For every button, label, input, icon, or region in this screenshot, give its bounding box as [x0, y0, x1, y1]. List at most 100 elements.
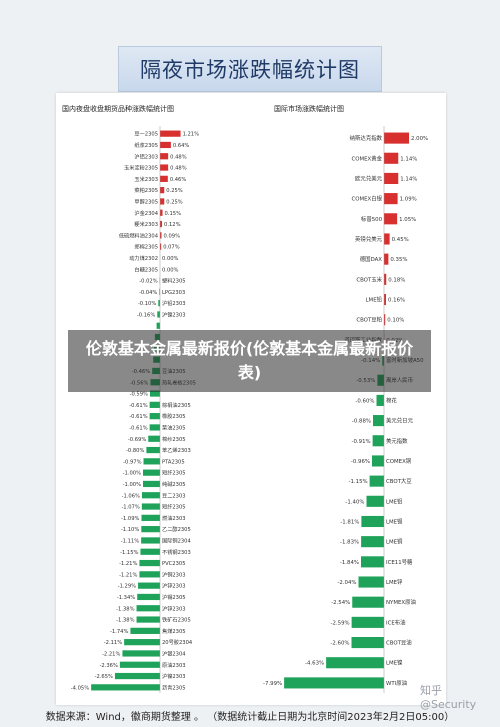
value-label-domestic-46: -2.21%	[102, 651, 120, 657]
bar-international-2	[384, 172, 399, 184]
value-label-international-21: -1.84%	[340, 560, 359, 566]
value-label-international-18: -1.40%	[345, 499, 364, 505]
value-label-international-20: -1.83%	[340, 540, 359, 546]
value-label-international-24: -2.59%	[331, 620, 350, 626]
category-label-domestic-4: 玉米2303	[134, 175, 158, 183]
bar-domestic-4	[160, 175, 168, 182]
value-label-international-8: 0.16%	[388, 298, 405, 304]
value-label-domestic-27: -0.69%	[128, 437, 146, 443]
value-label-domestic-12: 0.00%	[162, 267, 179, 273]
chart-title-domestic: 国内夜盘收盘期货品种涨跌幅统计图	[62, 104, 174, 113]
category-label-domestic-35: 乙二醇2305	[162, 525, 191, 533]
bar-international-17	[369, 475, 384, 487]
source-footer: 数据来源：Wind，徽商期货整理 。 （数据统计截止日期为北京时间2023年2月…	[45, 712, 455, 723]
bar-domestic-46	[122, 650, 160, 657]
value-label-domestic-6: 0.25%	[166, 199, 183, 205]
category-label-domestic-6: 甲醇2305	[134, 197, 158, 205]
category-label-domestic-32: 豆二2303	[162, 492, 186, 499]
bar-domestic-49	[91, 684, 160, 691]
category-label-international-1: COMEX黄金	[351, 154, 382, 162]
bar-international-5	[384, 233, 390, 245]
bar-international-23	[352, 596, 384, 608]
bar-international-15	[372, 435, 384, 447]
value-label-domestic-40: -1.29%	[118, 584, 136, 590]
category-label-international-23: NYMEX原油	[386, 598, 416, 606]
value-label-international-27: -7.99%	[263, 681, 282, 687]
value-label-international-0: 2.00%	[411, 136, 428, 142]
category-label-international-0: 纳斯达克指数	[350, 134, 383, 142]
category-label-international-26: LME镍	[386, 659, 403, 667]
bar-domestic-35	[141, 526, 160, 533]
value-label-domestic-31: -1.00%	[123, 482, 141, 488]
bar-domestic-9	[160, 232, 162, 239]
category-label-domestic-40: 沪锌2303	[162, 582, 186, 590]
value-label-international-16: -0.96%	[351, 459, 370, 465]
value-label-domestic-26: -0.61%	[129, 425, 147, 431]
value-label-domestic-5: 0.25%	[166, 188, 183, 194]
value-label-domestic-41: -1.34%	[117, 595, 135, 601]
value-label-domestic-48: -2.65%	[95, 674, 113, 680]
value-label-international-4: 1.05%	[399, 217, 416, 223]
category-label-international-9: CBOT豆粕	[356, 316, 382, 324]
bar-domestic-48	[114, 672, 160, 680]
watermark: 知乎 @Security	[420, 684, 477, 711]
bar-domestic-32	[141, 492, 160, 499]
category-label-international-4: 标普500	[361, 215, 383, 223]
category-label-domestic-28: 苯乙烯2303	[162, 446, 191, 454]
category-label-international-15: 美元指数	[386, 437, 408, 445]
category-label-domestic-30: 短纤2305	[162, 469, 186, 477]
bar-domestic-2	[160, 153, 169, 160]
overlay-title: 伦敦基本金属最新报价(伦敦基本金属最新报价表)	[85, 339, 414, 382]
category-label-domestic-11: 动力煤2302	[129, 254, 158, 262]
value-label-domestic-39: -1.21%	[119, 572, 137, 578]
category-label-domestic-24: 棕榈油2305	[162, 401, 191, 409]
bar-domestic-31	[143, 480, 160, 488]
bar-domestic-16	[157, 311, 160, 318]
value-label-domestic-34: -1.09%	[121, 516, 139, 522]
category-label-domestic-44: 焦煤2305	[162, 627, 186, 635]
value-label-domestic-0: 1.21%	[183, 132, 200, 138]
category-label-international-8: LME铅	[366, 296, 383, 304]
bar-domestic-36	[141, 537, 160, 544]
category-label-domestic-14: LPG2303	[162, 290, 185, 296]
category-label-international-21: ICE11号糖	[386, 558, 413, 566]
bar-domestic-30	[143, 469, 160, 476]
category-label-international-17: CBOT大豆	[386, 477, 412, 485]
category-label-domestic-46: 沪银2304	[162, 649, 186, 657]
category-label-international-5: 英镑兑美元	[355, 235, 383, 243]
category-label-international-18: LME铝	[386, 497, 402, 505]
value-label-international-26: -4.63%	[305, 661, 324, 667]
value-label-domestic-24: -0.61%	[129, 403, 147, 409]
value-label-domestic-49: -4.05%	[71, 685, 89, 691]
bar-international-22	[358, 576, 384, 588]
value-label-domestic-32: -1.06%	[122, 493, 140, 499]
bar-international-16	[372, 455, 384, 467]
category-label-domestic-31: 纯碱2305	[162, 480, 186, 488]
value-label-domestic-2: 0.48%	[170, 154, 187, 160]
bar-international-13	[376, 394, 384, 406]
value-label-international-9: 0.10%	[387, 318, 404, 324]
bar-international-25	[351, 637, 384, 649]
bar-domestic-39	[139, 571, 160, 578]
bar-international-19	[361, 515, 384, 528]
category-label-domestic-47: 原油2303	[162, 661, 186, 669]
category-label-domestic-0: 豆一2305	[134, 131, 158, 138]
category-label-international-25: CBOT豆油	[386, 639, 412, 647]
bar-international-27	[284, 677, 384, 689]
bar-domestic-42	[136, 605, 160, 612]
category-label-international-19: LME锡	[386, 517, 403, 525]
category-label-international-20: LME铜	[386, 538, 403, 546]
value-label-domestic-1: 0.64%	[173, 143, 190, 149]
category-label-domestic-34: 燃油2303	[162, 514, 186, 522]
category-label-international-3: COMEX白银	[351, 195, 382, 203]
category-label-domestic-5: 菜粕2305	[134, 186, 158, 194]
category-label-domestic-27: 棉纱2305	[162, 435, 186, 443]
value-label-international-22: -2.04%	[337, 580, 356, 586]
category-label-domestic-33: 短纤2305	[162, 503, 186, 511]
category-label-domestic-16: 沪镍2303	[162, 310, 186, 318]
bar-domestic-5	[160, 187, 165, 194]
article-overlay[interactable]: 伦敦基本金属最新报价(伦敦基本金属最新报价表)	[68, 330, 431, 392]
banner-title: 隔夜市场涨跌幅统计图	[118, 46, 382, 92]
category-label-domestic-49: 沥青2305	[162, 683, 186, 691]
value-label-international-7: 0.18%	[388, 277, 405, 283]
